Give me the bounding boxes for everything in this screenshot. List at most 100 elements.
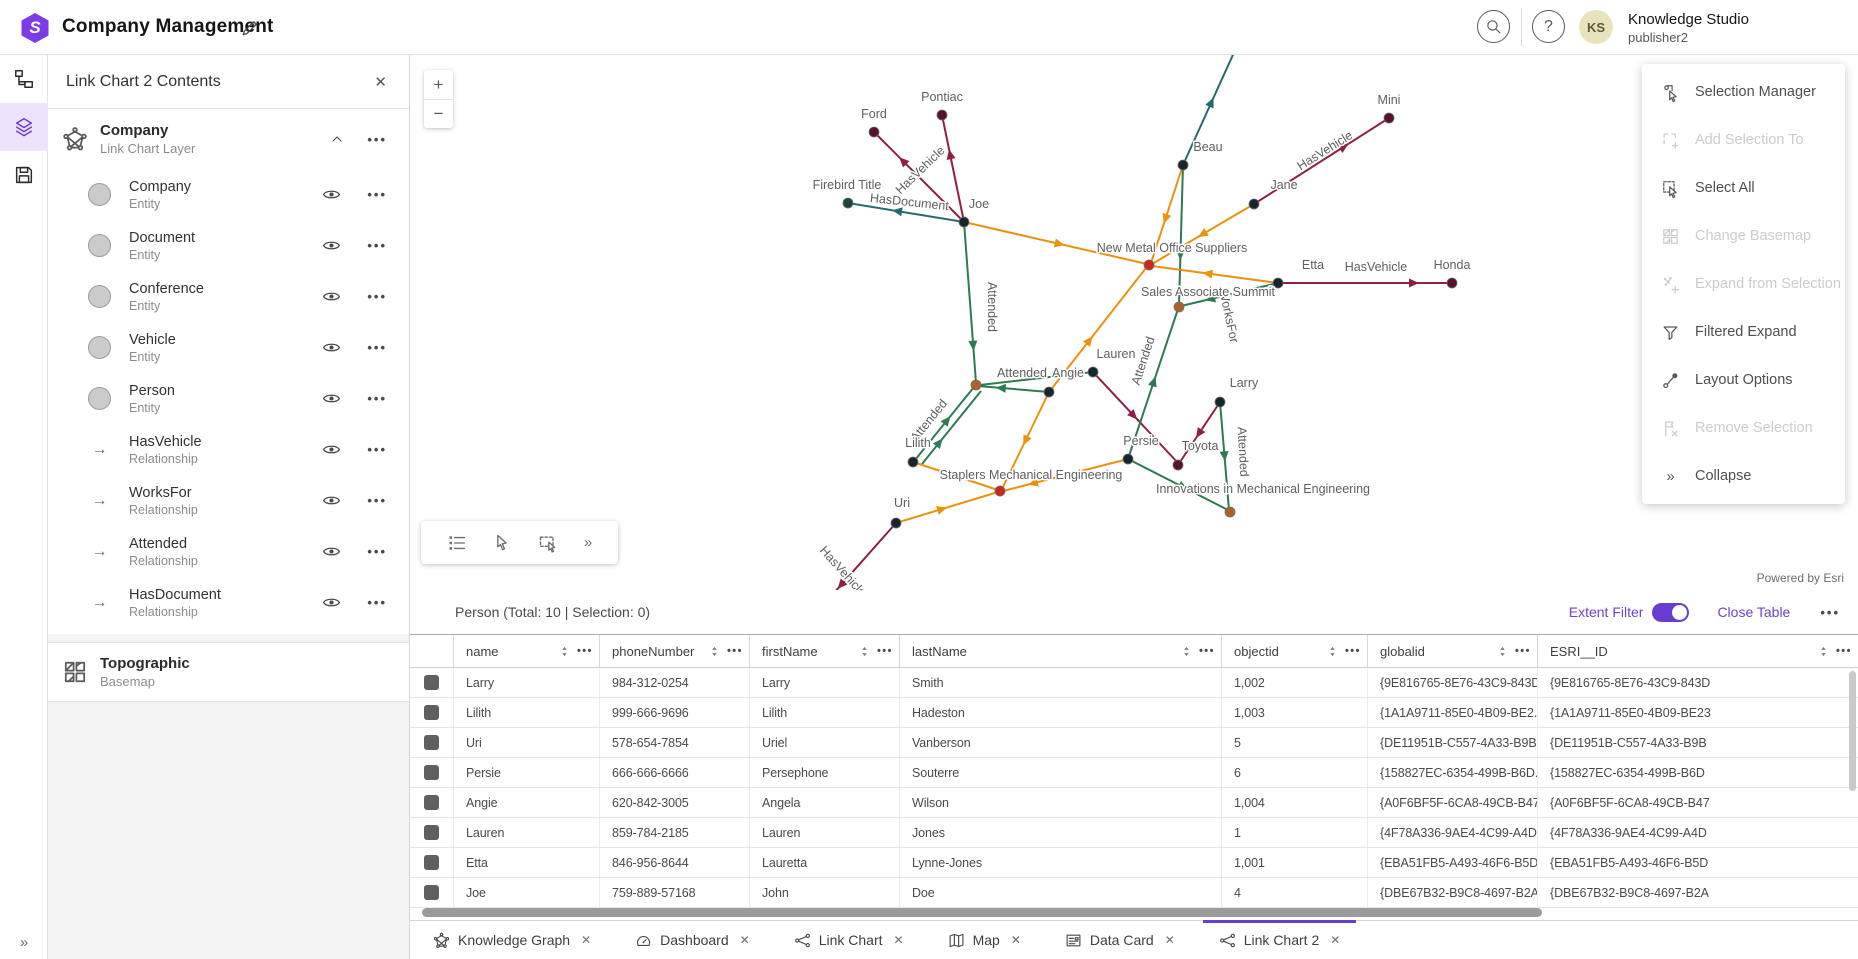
visibility-toggle-icon[interactable] <box>322 593 341 612</box>
layer-row-Attended[interactable]: → Attended Relationship ••• <box>48 526 409 577</box>
layer-options-button[interactable]: ••• <box>367 493 387 508</box>
edge-hasVehicle[interactable] <box>941 114 965 223</box>
layer-options-button[interactable]: ••• <box>367 289 387 304</box>
node-Mini[interactable] <box>1383 112 1395 124</box>
layer-row-Document[interactable]: Document Entity ••• <box>48 220 409 271</box>
sort-icon[interactable] <box>558 645 571 658</box>
column-options-button[interactable]: ••• <box>726 645 743 657</box>
column-header-lastName[interactable]: lastName ••• <box>900 635 1222 667</box>
layer-group-row[interactable]: Company Link Chart Layer ••• <box>48 109 409 169</box>
column-header-phoneNumber[interactable]: phoneNumber ••• <box>600 635 750 667</box>
column-header-ESRI__ID[interactable]: ESRI__ID ••• <box>1538 635 1858 667</box>
close-tab-icon[interactable]: ✕ <box>1010 933 1021 947</box>
row-checkbox[interactable] <box>424 885 439 900</box>
layer-options-button[interactable]: ••• <box>367 238 387 253</box>
graph-toolbar-pointer-button[interactable] <box>492 533 512 553</box>
edge-hasVehicle[interactable] <box>873 131 965 223</box>
edge-worksFor[interactable] <box>1150 164 1184 264</box>
visibility-toggle-icon[interactable] <box>322 287 341 306</box>
basemap-row[interactable]: Topographic Basemap <box>48 642 409 702</box>
table-row[interactable]: Joe 759-889-57168 John Doe 4 {DBE67B32-B9C8-4… <box>410 878 1858 908</box>
close-tab-icon[interactable]: ✕ <box>893 933 904 947</box>
link-chart-canvas[interactable]: HasVehicle HasDocument Attended HasVehicle H… <box>410 55 1858 590</box>
tab-map[interactable]: Map ✕ <box>938 921 1031 959</box>
rail-item-hierarchy[interactable] <box>0 55 48 103</box>
zoom-out-button[interactable]: − <box>424 99 453 128</box>
tab-data-card[interactable]: Data Card ✕ <box>1055 921 1185 959</box>
edge-attended[interactable] <box>1180 282 1279 307</box>
visibility-toggle-icon[interactable] <box>322 236 341 255</box>
column-options-button[interactable]: ••• <box>1835 645 1852 657</box>
column-options-button[interactable]: ••• <box>1198 645 1215 657</box>
sort-icon[interactable] <box>708 645 721 658</box>
node-Beau[interactable] <box>1177 159 1189 171</box>
collapse-group-icon[interactable] <box>329 131 345 147</box>
column-header-objectid[interactable]: objectid ••• <box>1222 635 1368 667</box>
link-chart-graph[interactable]: HasVehicleHasDocumentAttendedHasVehicleH… <box>410 55 1858 590</box>
column-header-name[interactable]: name ••• <box>454 635 600 667</box>
layer-options-button[interactable]: ••• <box>367 340 387 355</box>
row-checkbox[interactable] <box>424 795 439 810</box>
table-row[interactable]: Persie 666-666-6666 Persephone Souterre 6 {15… <box>410 758 1858 788</box>
edge-worksFor[interactable] <box>1151 265 1279 284</box>
group-options-button[interactable]: ••• <box>367 131 387 147</box>
row-checkbox[interactable] <box>424 675 439 690</box>
layer-row-Person[interactable]: Person Entity ••• <box>48 373 409 424</box>
layer-options-button[interactable]: ••• <box>367 595 387 610</box>
edge-worksFor[interactable] <box>1002 458 1129 492</box>
layer-row-Vehicle[interactable]: Vehicle Entity ••• <box>48 322 409 373</box>
column-header-globalid[interactable]: globalid ••• <box>1368 635 1538 667</box>
edge-attended[interactable] <box>1127 458 1229 511</box>
visibility-toggle-icon[interactable] <box>322 338 341 357</box>
close-tab-icon[interactable]: ✕ <box>739 933 750 947</box>
node-Firebird Title[interactable] <box>842 197 854 209</box>
zoom-in-button[interactable]: + <box>433 74 444 94</box>
expand-rail-button[interactable]: » <box>19 934 29 951</box>
menu-item-select-all[interactable]: Select All <box>1642 164 1845 212</box>
layer-options-button[interactable]: ••• <box>367 391 387 406</box>
node-Lilith[interactable] <box>907 456 919 468</box>
row-checkbox[interactable] <box>424 735 439 750</box>
row-checkbox[interactable] <box>424 855 439 870</box>
tab-dashboard[interactable]: Dashboard ✕ <box>625 921 760 959</box>
table-row[interactable]: Lauren 859-784-2185 Lauren Jones 1 {4F78A336-… <box>410 818 1858 848</box>
visibility-toggle-icon[interactable] <box>322 389 341 408</box>
edit-title-icon[interactable] <box>240 18 260 38</box>
node-Etta[interactable] <box>1272 277 1284 289</box>
menu-item-selection-manager[interactable]: Selection Manager <box>1642 68 1845 116</box>
column-options-button[interactable]: ••• <box>1344 645 1361 657</box>
edge-attended[interactable] <box>921 390 982 465</box>
layer-row-HasDocument[interactable]: → HasDocument Relationship ••• <box>48 577 409 628</box>
layer-row-Company[interactable]: Company Entity ••• <box>48 169 409 220</box>
close-tab-icon[interactable]: ✕ <box>1164 933 1175 947</box>
node-unlabeled[interactable] <box>970 379 982 391</box>
node-Uri[interactable] <box>890 517 902 529</box>
vertical-scrollbar[interactable] <box>1849 671 1856 791</box>
menu-item-layout-options[interactable]: Layout Options <box>1642 356 1845 404</box>
node-Larry[interactable] <box>1214 396 1226 408</box>
column-options-button[interactable]: ••• <box>576 645 593 657</box>
edge-hasVehicle[interactable] <box>1253 117 1390 205</box>
layer-row-Conference[interactable]: Conference Entity ••• <box>48 271 409 322</box>
node-Lauren[interactable] <box>1087 366 1099 378</box>
column-options-button[interactable]: ••• <box>1514 645 1531 657</box>
column-options-button[interactable]: ••• <box>876 645 893 657</box>
node-Toyota[interactable] <box>1172 459 1184 471</box>
node-Angie[interactable] <box>1043 386 1055 398</box>
graph-toolbar-legend-list-button[interactable] <box>447 533 467 553</box>
node-Honda[interactable] <box>1446 277 1458 289</box>
visibility-toggle-icon[interactable] <box>322 491 341 510</box>
edge-worksFor[interactable] <box>1048 267 1147 393</box>
rail-item-save[interactable] <box>0 151 48 199</box>
sort-icon[interactable] <box>1496 645 1509 658</box>
layer-options-button[interactable]: ••• <box>367 187 387 202</box>
node-Joe[interactable] <box>958 216 970 228</box>
extent-filter-toggle[interactable] <box>1652 602 1690 622</box>
edge-hasDocument[interactable] <box>1182 55 1251 166</box>
node-Innovations in Mechanical Engineering[interactable] <box>1224 506 1236 518</box>
sort-icon[interactable] <box>858 645 871 658</box>
sort-icon[interactable] <box>1180 645 1193 658</box>
row-checkbox[interactable] <box>424 765 439 780</box>
node-Pontiac[interactable] <box>936 109 948 121</box>
node-Jane[interactable] <box>1248 198 1260 210</box>
